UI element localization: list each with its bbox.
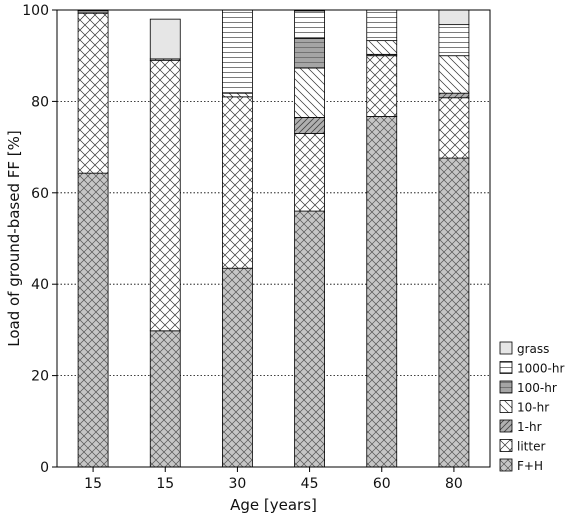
x-tick-label: 80 [445,476,463,492]
legend-label: F+H [517,459,543,473]
y-tick-label: 100 [22,3,49,19]
y-tick-label: 20 [31,369,49,385]
bar-segment-onehr [438,92,470,99]
bar-segment-fh [294,210,325,468]
bar-segment-fh [366,116,398,468]
axis-ticks: 0 20 40 60 80 100 15 15 30 45 60 80 [22,3,463,492]
legend-swatch-litter [499,439,513,452]
legend-swatch-hundredhr [499,380,513,394]
y-tick-label: 0 [40,460,49,476]
bar-segment-onehr [294,116,325,134]
plot-frame [56,9,491,468]
legend-swatch-thousandhr [499,361,513,374]
bar-segment-thousandhr [366,9,398,42]
bar-segment-tenhr [438,55,470,94]
legend-label: grass [517,342,549,356]
bar-segment-fh [438,157,470,468]
x-tick-label: 15 [156,476,174,492]
x-tick-label: 45 [301,476,319,492]
bar-segment-tenhr [222,92,253,98]
bar-segment-tenhr [366,40,398,55]
y-axis-title: Load of ground-based FF [%] [5,130,23,347]
bar-segment-grass [149,18,181,60]
x-tick-label: 60 [373,476,391,492]
legend-swatch-tenhr [499,400,513,413]
bar-segment-fh [222,267,253,468]
bar-segment-tenhr [294,67,325,118]
y-tick-label: 60 [31,186,49,202]
x-axis-title: Age [years] [230,496,317,514]
bars [77,9,470,468]
x-tick-label: 30 [229,476,247,492]
bar-segment-thousandhr [438,24,470,57]
bar-segment-litter [366,55,398,117]
bar-segment-litter [77,12,109,174]
y-tick-label: 40 [31,277,49,293]
bar-segment-grass [438,9,470,26]
grid-lines [57,101,490,377]
legend-swatch-fh [499,458,513,472]
bar-segment-thousandhr [294,10,325,39]
bar-segment-litter [149,59,181,332]
x-tick-label: 15 [84,476,102,492]
y-tick-label: 80 [31,94,49,110]
legend-label: litter [517,440,545,454]
legend-label: 1000-hr [517,362,564,376]
legend-swatch-grass [499,341,513,355]
bar-segment-thousandhr [222,9,253,94]
legend-label: 10-hr [517,401,549,415]
legend-label: 1-hr [517,420,542,434]
bar-segment-hundredhr [294,37,325,69]
bar-segment-fh [77,172,109,468]
bar-segment-litter [294,132,325,212]
bar-segment-litter [222,96,253,269]
bar-segment-fh [149,330,181,468]
legend-label: 100-hr [517,381,557,395]
bar-segment-litter [438,97,470,159]
legend: grass 1000-hr 100-hr 10-hr 1-hr litter F+H [499,341,564,473]
legend-swatch-onehr [499,419,513,433]
